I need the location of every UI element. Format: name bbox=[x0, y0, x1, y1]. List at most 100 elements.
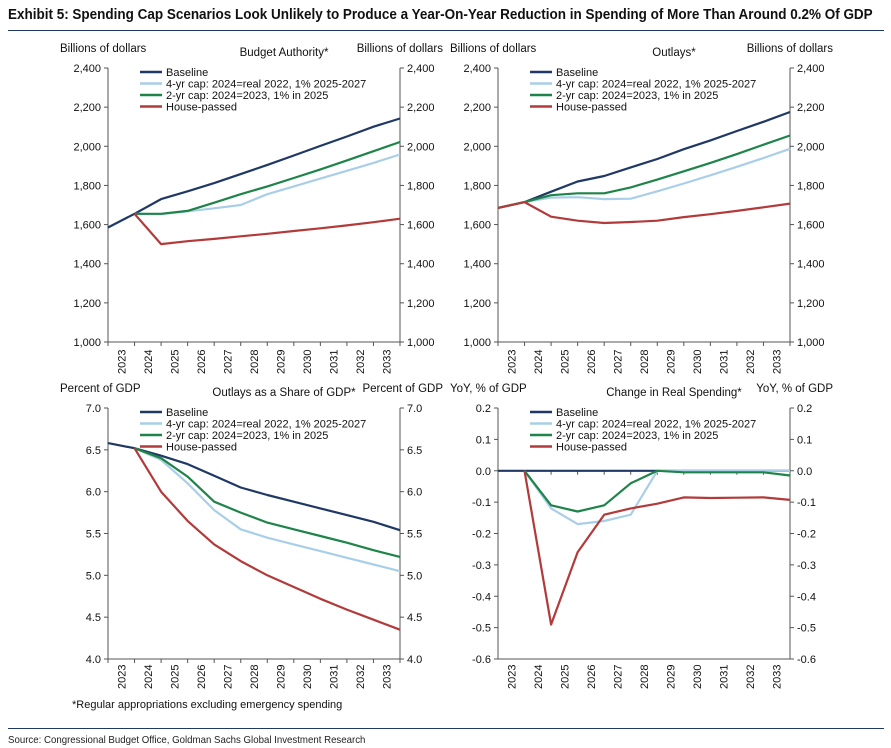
series-line bbox=[107, 442, 401, 532]
x-tick-label: 2026 bbox=[586, 665, 598, 689]
y-tick-label-right: -0.4 bbox=[797, 591, 816, 603]
y-tick-label-right: 1,000 bbox=[407, 337, 435, 349]
y-tick-label-left: 2,000 bbox=[73, 141, 101, 153]
x-tick-label: 2031 bbox=[329, 665, 341, 689]
y-tick-label-right: 0.0 bbox=[797, 466, 812, 478]
y-tick-label-left: 1,200 bbox=[73, 298, 101, 310]
x-tick-label: 2029 bbox=[666, 350, 678, 374]
legend-label: 4-yr cap: 2024=real 2022, 1% 2025-2027 bbox=[166, 79, 366, 91]
x-tick-label: 2030 bbox=[302, 350, 314, 374]
y-tick-label-right: 1,800 bbox=[797, 180, 825, 192]
y-tick-label-left: 1,600 bbox=[463, 220, 491, 232]
y-tick-label-left: 1,600 bbox=[73, 220, 101, 232]
y-tick-label-right: 1,800 bbox=[407, 180, 435, 192]
y-tick-label-right: 6.5 bbox=[407, 445, 422, 457]
footer-divider bbox=[8, 728, 884, 729]
y-tick-label-right: 2,200 bbox=[797, 102, 825, 114]
chart-title: Budget Authority* bbox=[240, 47, 329, 59]
y-tick-label-left: 4.5 bbox=[86, 612, 101, 624]
x-tick-label: 2031 bbox=[719, 350, 731, 374]
series-line bbox=[133, 447, 401, 631]
legend-label: House-passed bbox=[166, 442, 237, 454]
x-tick-label: 2023 bbox=[506, 350, 518, 374]
legend-label: 2-yr cap: 2024=2023, 1% in 2025 bbox=[556, 430, 718, 442]
legend-label: House-passed bbox=[556, 442, 627, 454]
chart-budget-authority: Billions of dollars Budget Authority* Bill… bbox=[60, 43, 443, 374]
series-line bbox=[134, 447, 401, 573]
y-tick-label-right: 0.2 bbox=[797, 403, 812, 415]
y-tick-label-right: -0.3 bbox=[797, 560, 816, 572]
y-tick-label-right: 5.5 bbox=[407, 529, 422, 541]
y-tick-label-right: 5.0 bbox=[407, 570, 422, 582]
y-tick-label-left: 2,400 bbox=[73, 63, 101, 75]
legend-label: Baseline bbox=[166, 67, 208, 79]
y-tick-label-left: -0.6 bbox=[472, 654, 491, 666]
title-divider bbox=[8, 30, 884, 31]
chart-outlays: Billions of dollars Outlays* Billions of d… bbox=[450, 43, 833, 374]
y-tick-label-left: -0.5 bbox=[472, 623, 491, 635]
y-tick-label-left: 1,000 bbox=[73, 337, 101, 349]
x-tick-label: 2032 bbox=[745, 350, 757, 374]
source-note: Source: Congressional Budget Office, Gol… bbox=[8, 734, 366, 746]
x-tick-label: 2029 bbox=[276, 665, 288, 689]
legend-label: Baseline bbox=[556, 407, 598, 419]
chart-outlays-share-of-gdp: Percent of GDP Outlays as a Share of GDP*… bbox=[60, 383, 443, 689]
x-tick-label: 2028 bbox=[249, 350, 261, 374]
y-tick-label-right: 4.0 bbox=[407, 654, 422, 666]
y-tick-label-left: 0.0 bbox=[476, 466, 491, 478]
y-tick-label-left: 1,000 bbox=[463, 337, 491, 349]
legend-label: House-passed bbox=[166, 102, 237, 114]
y-tick-label-right: 2,400 bbox=[407, 63, 435, 75]
x-tick-label: 2024 bbox=[143, 665, 155, 689]
legend-label: Baseline bbox=[166, 407, 208, 419]
y-axis-label-right: Percent of GDP bbox=[362, 383, 443, 395]
y-tick-label-left: 6.0 bbox=[86, 487, 101, 499]
y-tick-label-left: 2,400 bbox=[463, 63, 491, 75]
y-axis-label-left: Percent of GDP bbox=[60, 383, 141, 395]
legend-label: Baseline bbox=[556, 67, 598, 79]
series-line bbox=[107, 117, 401, 229]
chart-title: Outlays* bbox=[652, 47, 696, 59]
y-tick-label-left: 1,800 bbox=[463, 180, 491, 192]
y-tick-label-left: 5.5 bbox=[86, 529, 101, 541]
x-tick-label: 2027 bbox=[222, 665, 234, 689]
chart-change-in-real-spending: YoY, % of GDP Change in Real Spending* YoY… bbox=[450, 383, 833, 689]
series-line bbox=[523, 470, 791, 626]
x-tick-label: 2032 bbox=[355, 350, 367, 374]
x-tick-label: 2027 bbox=[612, 350, 624, 374]
x-tick-label: 2033 bbox=[772, 665, 784, 689]
x-tick-label: 2025 bbox=[559, 665, 571, 689]
y-tick-label-left: 2,200 bbox=[73, 102, 101, 114]
y-tick-label-left: 1,800 bbox=[73, 180, 101, 192]
y-tick-label-right: 0.1 bbox=[797, 434, 812, 446]
series-line bbox=[134, 153, 401, 216]
x-tick-label: 2025 bbox=[169, 350, 181, 374]
chart-title: Change in Real Spending* bbox=[606, 387, 742, 399]
x-tick-label: 2026 bbox=[196, 665, 208, 689]
legend-label: 2-yr cap: 2024=2023, 1% in 2025 bbox=[556, 90, 718, 102]
x-tick-label: 2029 bbox=[276, 350, 288, 374]
x-tick-label: 2028 bbox=[639, 350, 651, 374]
x-tick-label: 2030 bbox=[692, 350, 704, 374]
y-tick-label-right: 1,600 bbox=[797, 220, 825, 232]
y-tick-label-left: -0.3 bbox=[472, 560, 491, 572]
x-tick-label: 2031 bbox=[719, 665, 731, 689]
y-tick-label-left: 2,000 bbox=[463, 141, 491, 153]
x-tick-label: 2023 bbox=[506, 665, 518, 689]
series-line bbox=[497, 110, 791, 209]
y-tick-label-right: 1,600 bbox=[407, 220, 435, 232]
y-tick-label-right: 1,000 bbox=[797, 337, 825, 349]
y-tick-label-right: -0.2 bbox=[797, 529, 816, 541]
legend-label: 2-yr cap: 2024=2023, 1% in 2025 bbox=[166, 430, 328, 442]
x-tick-label: 2033 bbox=[382, 350, 394, 374]
x-tick-label: 2024 bbox=[143, 350, 155, 374]
y-tick-label-right: 2,000 bbox=[407, 141, 435, 153]
y-tick-label-left: 7.0 bbox=[86, 403, 101, 415]
y-tick-label-right: 2,000 bbox=[797, 141, 825, 153]
x-tick-label: 2024 bbox=[533, 665, 545, 689]
footnote: *Regular appropriations excluding emerge… bbox=[72, 699, 343, 711]
y-tick-label-right: 2,400 bbox=[797, 63, 825, 75]
series-line bbox=[497, 134, 791, 209]
legend-label: 4-yr cap: 2024=real 2022, 1% 2025-2027 bbox=[556, 79, 756, 91]
x-tick-label: 2030 bbox=[302, 665, 314, 689]
